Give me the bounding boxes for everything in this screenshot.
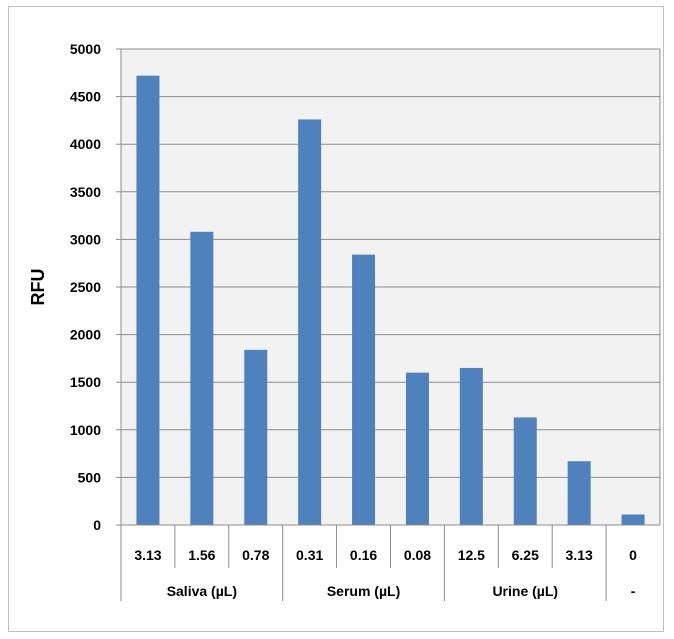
x-tick-label: 0.16 bbox=[350, 547, 377, 563]
bar-2 bbox=[244, 349, 268, 525]
x-group-label: Saliva (µL) bbox=[167, 583, 237, 599]
x-tick-label: 0.78 bbox=[242, 547, 269, 563]
bar-4 bbox=[352, 254, 376, 525]
x-tick-label: 0.08 bbox=[404, 547, 431, 563]
x-axis: 3.13 1.56 0.78 0.31 0.16 0.08 12.5 6.25 3.13 0 Sal… bbox=[120, 49, 661, 601]
y-tick-label: 3500 bbox=[70, 184, 101, 200]
x-group-label: - bbox=[631, 583, 636, 599]
bar-3 bbox=[298, 119, 322, 525]
bar-9 bbox=[621, 514, 645, 525]
x-tick-label: 12.5 bbox=[458, 547, 485, 563]
y-tick-label: 3000 bbox=[70, 231, 101, 247]
y-tick-label: 4000 bbox=[70, 136, 101, 152]
x-tick-label: 3.13 bbox=[566, 547, 593, 563]
bar-5 bbox=[405, 372, 429, 525]
x-group-label: Urine (µL) bbox=[492, 583, 558, 599]
bar-0 bbox=[136, 75, 160, 525]
y-tick-label: 4500 bbox=[70, 89, 101, 105]
y-tick-label: 2000 bbox=[70, 327, 101, 343]
y-axis-label: RFU bbox=[28, 269, 48, 306]
x-tick-label: 1.56 bbox=[188, 547, 215, 563]
x-tick-label: 6.25 bbox=[512, 547, 539, 563]
y-tick-label: 500 bbox=[78, 469, 102, 485]
y-axis-ticks: 0 500 1000 1500 2000 2500 3000 3500 4000 4500 5000 bbox=[70, 41, 121, 533]
x-tick-label: 3.13 bbox=[134, 547, 161, 563]
y-tick-label: 1500 bbox=[70, 374, 101, 390]
y-tick-label: 1000 bbox=[70, 422, 101, 438]
y-tick-label: 5000 bbox=[70, 41, 101, 57]
bar-8 bbox=[567, 461, 591, 525]
x-group-label: Serum (µL) bbox=[327, 583, 400, 599]
bar-7 bbox=[513, 417, 537, 525]
x-tick-label: 0.31 bbox=[296, 547, 323, 563]
bar-6 bbox=[459, 367, 483, 525]
y-tick-label: 2500 bbox=[70, 279, 101, 295]
bar-1 bbox=[190, 231, 214, 525]
x-tick-label: 0 bbox=[629, 547, 637, 563]
y-tick-label: 0 bbox=[93, 517, 101, 533]
bars bbox=[136, 75, 645, 525]
